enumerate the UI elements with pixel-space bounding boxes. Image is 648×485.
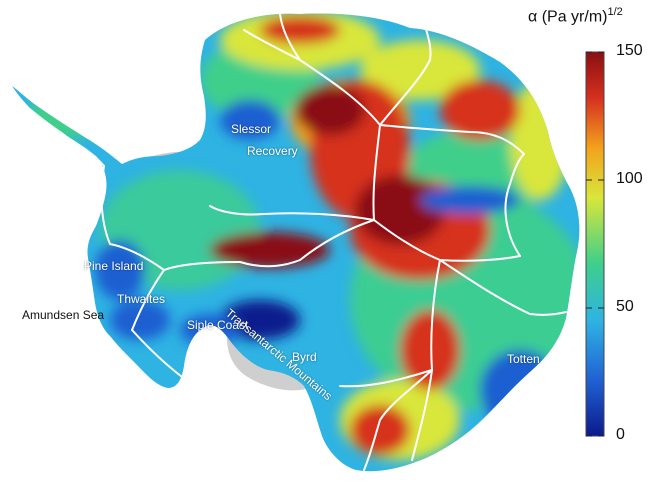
label-totten: Totten [507, 352, 540, 366]
colorbar-bar [585, 51, 605, 437]
label-recovery: Recovery [247, 144, 298, 158]
label-slessor: Slessor [231, 122, 272, 136]
label-siple-coast: Siple Coast [187, 318, 249, 332]
colorbar-title: α (Pa yr/m)1/2 [528, 6, 623, 26]
colorbar-tick-150: 150 [616, 42, 643, 59]
colorbar-tick-50: 50 [616, 298, 634, 315]
label-pine-island: Pine Island [84, 259, 144, 273]
colorbar-ticks [586, 51, 604, 437]
label-thwaites: Thwaites [117, 292, 166, 306]
colorbar-tick-0: 0 [616, 426, 625, 443]
label-amundsen-sea: Amundsen Sea [22, 308, 105, 322]
colorbar-tick-100: 100 [616, 170, 643, 187]
label-byrd: Byrd [292, 350, 317, 364]
drainage-divides [61, 13, 567, 471]
